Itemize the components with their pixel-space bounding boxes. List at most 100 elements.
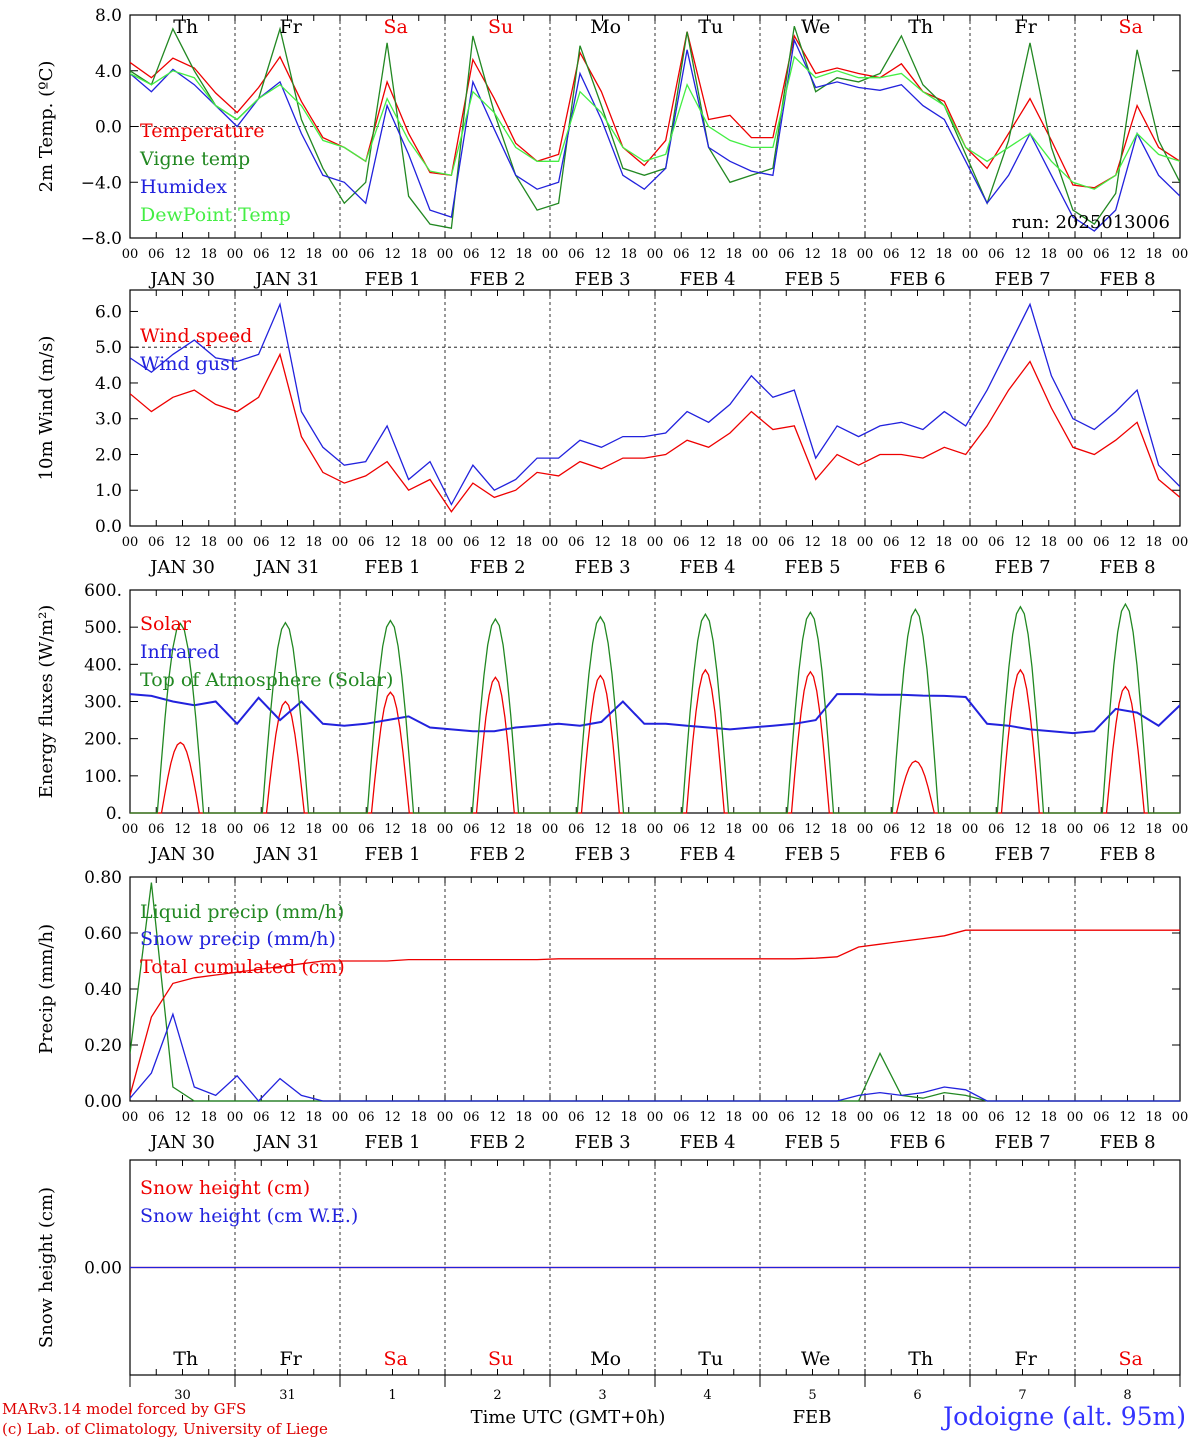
hour-tick-label: 18 bbox=[1040, 247, 1057, 262]
series-line bbox=[130, 25, 1180, 229]
hour-tick-label: 06 bbox=[883, 247, 900, 262]
weekday-label-top: Th bbox=[908, 16, 933, 38]
y-tick-label: 400. bbox=[84, 655, 122, 675]
weekday-label-bottom: Mo bbox=[590, 1348, 621, 1370]
hour-tick-label: 12 bbox=[699, 1110, 716, 1125]
y-axis-title: Snow height (cm) bbox=[36, 1187, 57, 1348]
date-label: FEB 3 bbox=[574, 557, 630, 578]
hour-tick-label: 12 bbox=[804, 535, 821, 550]
hour-tick-label: 00 bbox=[437, 822, 454, 837]
hour-tick-label: 18 bbox=[620, 822, 637, 837]
run-annotation: run: 2025013006 bbox=[1012, 212, 1170, 233]
hour-tick-label: 06 bbox=[148, 247, 165, 262]
hour-tick-label: 00 bbox=[1067, 1110, 1084, 1125]
hour-tick-label: 00 bbox=[122, 535, 139, 550]
hour-tick-label: 18 bbox=[1040, 535, 1057, 550]
hour-tick-label: 12 bbox=[1119, 535, 1136, 550]
hour-tick-label: 00 bbox=[1172, 822, 1189, 837]
hour-tick-label: 00 bbox=[1172, 535, 1189, 550]
hour-tick-label: 12 bbox=[1014, 822, 1031, 837]
chart-panel-4: 0.80 0.60 0.40 0.20 0.00 Precip (mm/h) 00 06 12 1… bbox=[36, 868, 1188, 1153]
legend-entry: Top of Atmosphere (Solar) bbox=[140, 669, 393, 691]
y-tick-label: 6.0 bbox=[95, 302, 122, 322]
hour-tick-label: 18 bbox=[1145, 1110, 1162, 1125]
hour-tick-label: 12 bbox=[279, 535, 296, 550]
date-label: FEB 7 bbox=[994, 557, 1050, 578]
hour-tick-label: 18 bbox=[515, 535, 532, 550]
chart-panel-2: 6.0 5.0 4.0 3.0 2.0 1.0 0.0 10m Wind (m/s) 00 06 1… bbox=[36, 289, 1189, 578]
date-label: JAN 30 bbox=[148, 269, 215, 290]
hour-tick-label: 00 bbox=[437, 247, 454, 262]
hour-tick-label: 00 bbox=[752, 822, 769, 837]
hour-tick-label: 18 bbox=[725, 247, 742, 262]
date-label: JAN 30 bbox=[148, 557, 215, 578]
series-line bbox=[130, 37, 1180, 232]
hour-tick-label: 12 bbox=[1014, 535, 1031, 550]
hour-tick-label: 00 bbox=[332, 247, 349, 262]
weekday-label-top: Fr bbox=[280, 16, 303, 38]
hour-tick-label: 18 bbox=[935, 1110, 952, 1125]
weekday-label-top: Su bbox=[488, 16, 513, 38]
hour-tick-label: 00 bbox=[857, 822, 874, 837]
hour-tick-label: 06 bbox=[883, 1110, 900, 1125]
date-label: FEB 3 bbox=[574, 269, 630, 290]
hour-tick-label: 06 bbox=[358, 247, 375, 262]
hour-tick-label: 06 bbox=[778, 1110, 795, 1125]
date-label: FEB 6 bbox=[889, 844, 945, 865]
hour-tick-label: 12 bbox=[804, 822, 821, 837]
hour-tick-label: 12 bbox=[909, 822, 926, 837]
hour-tick-label: 06 bbox=[568, 535, 585, 550]
hour-tick-label: 06 bbox=[673, 822, 690, 837]
hour-tick-label: 18 bbox=[620, 535, 637, 550]
day-number: 3 bbox=[598, 1388, 606, 1403]
hour-tick-label: 06 bbox=[253, 1110, 270, 1125]
date-label: FEB 4 bbox=[679, 844, 735, 865]
hour-tick-label: 18 bbox=[725, 535, 742, 550]
hour-tick-label: 00 bbox=[542, 247, 559, 262]
hour-tick-label: 00 bbox=[227, 822, 244, 837]
legend-entry: Snow height (cm) bbox=[140, 1177, 310, 1199]
y-tick-label: 0.20 bbox=[84, 1036, 122, 1056]
y-tick-label: −4.0 bbox=[81, 173, 122, 193]
weekday-label-top: Th bbox=[173, 16, 198, 38]
hour-tick-label: 12 bbox=[384, 822, 401, 837]
series-line bbox=[130, 55, 1180, 190]
y-tick-label: 0.60 bbox=[84, 924, 122, 944]
hour-tick-label: 00 bbox=[1067, 822, 1084, 837]
hour-tick-label: 06 bbox=[988, 822, 1005, 837]
hour-tick-label: 12 bbox=[279, 1110, 296, 1125]
hour-tick-label: 12 bbox=[174, 822, 191, 837]
hour-tick-label: 12 bbox=[1119, 1110, 1136, 1125]
hour-tick-label: 00 bbox=[122, 822, 139, 837]
y-tick-label: 5.0 bbox=[95, 338, 122, 358]
hour-tick-label: 06 bbox=[778, 247, 795, 262]
day-number: 2 bbox=[493, 1388, 501, 1403]
hour-tick-label: 18 bbox=[305, 1110, 322, 1125]
y-tick-label: 100. bbox=[84, 767, 122, 787]
legend-entry: Infrared bbox=[140, 641, 220, 663]
date-label: FEB 7 bbox=[994, 844, 1050, 865]
hour-tick-label: 00 bbox=[962, 535, 979, 550]
hour-tick-label: 18 bbox=[620, 247, 637, 262]
y-tick-label: 2.0 bbox=[95, 445, 122, 465]
weekday-label-top: Sa bbox=[1118, 16, 1142, 38]
hour-tick-label: 12 bbox=[1014, 1110, 1031, 1125]
date-label: FEB 5 bbox=[784, 557, 840, 578]
y-tick-label: 0.0 bbox=[95, 118, 122, 138]
hour-tick-label: 06 bbox=[988, 1110, 1005, 1125]
hour-tick-label: 06 bbox=[883, 535, 900, 550]
date-label: JAN 31 bbox=[253, 1132, 320, 1153]
chart-panel-3: 600. 500. 400. 300. 200. 100. 0. Energy fluxes … bbox=[36, 581, 1188, 865]
hour-tick-label: 18 bbox=[515, 822, 532, 837]
weekday-label-top: Mo bbox=[590, 16, 621, 38]
day-number: 4 bbox=[703, 1388, 711, 1403]
hour-tick-label: 06 bbox=[568, 247, 585, 262]
hour-tick-label: 00 bbox=[542, 535, 559, 550]
hour-tick-label: 12 bbox=[279, 247, 296, 262]
series-group bbox=[130, 602, 1180, 814]
hour-tick-label: 00 bbox=[542, 822, 559, 837]
hour-tick-label: 00 bbox=[857, 247, 874, 262]
y-tick-label: 0.00 bbox=[84, 1259, 122, 1279]
date-label: FEB 8 bbox=[1099, 844, 1155, 865]
hour-tick-label: 18 bbox=[830, 1110, 847, 1125]
